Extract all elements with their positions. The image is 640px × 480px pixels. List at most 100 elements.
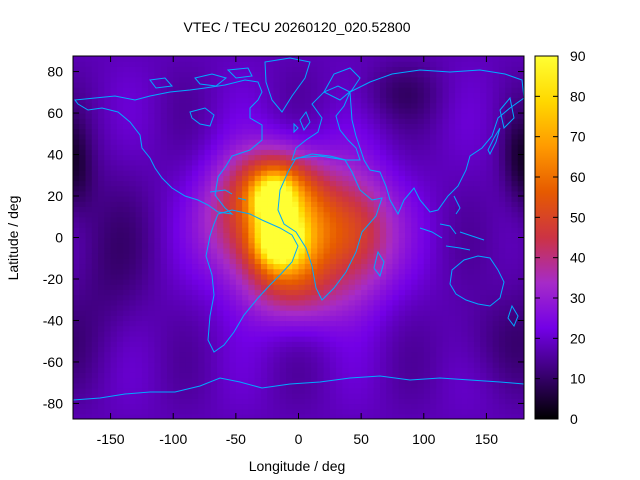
heatmap-cell	[123, 284, 130, 290]
heatmap-cell	[436, 138, 444, 145]
heatmap-cell	[185, 221, 193, 228]
heatmap-cell	[110, 175, 118, 182]
heatmap-cell	[354, 185, 362, 192]
heatmap-cell	[505, 71, 513, 78]
heatmap-cell	[154, 393, 162, 399]
heatmap-cell	[242, 237, 249, 244]
heatmap-cell	[73, 273, 80, 280]
heatmap-cell	[254, 263, 262, 270]
heatmap-cell	[141, 320, 149, 327]
heatmap-cell	[342, 341, 350, 347]
heatmap-cell	[198, 253, 206, 259]
heatmap-cell	[436, 81, 444, 88]
heatmap-cell	[442, 211, 450, 218]
heatmap-cell	[179, 268, 187, 275]
heatmap-cell	[185, 216, 193, 223]
heatmap-cell	[304, 247, 312, 254]
heatmap-cell	[279, 393, 287, 399]
heatmap-cell	[323, 330, 331, 337]
heatmap-cell	[467, 253, 475, 259]
heatmap-cell	[473, 154, 481, 161]
heatmap-cell	[148, 341, 156, 347]
heatmap-cell	[386, 382, 394, 389]
heatmap-cell	[148, 315, 156, 322]
heatmap-cell	[342, 413, 350, 419]
heatmap-cell	[260, 81, 268, 88]
heatmap-cell	[173, 372, 181, 379]
heatmap-cell	[141, 403, 149, 410]
heatmap-cell	[123, 356, 130, 363]
heatmap-cell	[511, 263, 519, 270]
heatmap-cell	[442, 237, 450, 244]
heatmap-cell	[379, 278, 387, 285]
heatmap-cell	[342, 211, 350, 218]
heatmap-cell	[104, 227, 112, 233]
heatmap-cell	[486, 118, 494, 125]
heatmap-cell	[110, 159, 118, 166]
heatmap-cell	[267, 164, 275, 171]
heatmap-cell	[411, 201, 419, 207]
heatmap-cell	[204, 66, 212, 73]
heatmap-cell	[141, 71, 149, 78]
heatmap-cell	[292, 164, 300, 171]
heatmap-cell	[173, 221, 181, 228]
heatmap-cell	[480, 149, 488, 156]
heatmap-cell	[430, 71, 437, 78]
heatmap-cell	[110, 227, 118, 233]
heatmap-cell	[154, 138, 162, 145]
heatmap-cell	[498, 211, 506, 218]
heatmap-cell	[141, 113, 149, 119]
heatmap-cell	[179, 180, 187, 187]
heatmap-cell	[486, 237, 494, 244]
heatmap-cell	[379, 190, 387, 197]
heatmap-cell	[404, 190, 412, 197]
heatmap-cell	[217, 278, 224, 285]
heatmap-cell	[148, 154, 156, 161]
heatmap-cell	[392, 107, 400, 114]
heatmap-cell	[486, 361, 494, 368]
heatmap-cell	[511, 211, 519, 218]
heatmap-cell	[110, 408, 118, 415]
heatmap-cell	[317, 159, 325, 166]
heatmap-cell	[129, 289, 137, 296]
heatmap-cell	[348, 196, 356, 202]
heatmap-cell	[166, 310, 174, 316]
heatmap-cell	[267, 97, 275, 104]
heatmap-cell	[430, 304, 437, 311]
heatmap-cell	[348, 227, 356, 233]
heatmap-cell	[242, 185, 249, 192]
heatmap-cell	[379, 102, 387, 109]
heatmap-cell	[254, 299, 262, 306]
heatmap-cell	[298, 325, 306, 332]
heatmap-cell	[129, 315, 137, 322]
heatmap-cell	[517, 403, 524, 410]
heatmap-cell	[511, 268, 519, 275]
heatmap-cell	[135, 346, 143, 353]
heatmap-cell	[248, 330, 256, 337]
heatmap-cell	[116, 325, 124, 332]
heatmap-cell	[511, 247, 519, 254]
heatmap-cell	[461, 154, 469, 161]
heatmap-cell	[91, 325, 99, 332]
heatmap-cell	[517, 336, 524, 342]
heatmap-cell	[129, 346, 137, 353]
heatmap-cell	[160, 102, 168, 109]
heatmap-cell	[198, 377, 206, 384]
heatmap-cell	[285, 356, 293, 363]
heatmap-cell	[73, 113, 80, 119]
heatmap-cell	[486, 175, 494, 182]
heatmap-cell	[323, 387, 331, 394]
heatmap-cell	[98, 71, 105, 78]
heatmap-cell	[392, 320, 400, 327]
heatmap-cell	[311, 128, 318, 135]
heatmap-cell	[473, 325, 481, 332]
heatmap-cell	[91, 377, 99, 384]
heatmap-cell	[492, 273, 500, 280]
heatmap-cell	[304, 76, 312, 83]
heatmap-cell	[311, 216, 318, 223]
heatmap-cell	[298, 289, 306, 296]
heatmap-cell	[235, 107, 243, 114]
heatmap-cell	[267, 102, 275, 109]
heatmap-cell	[154, 185, 162, 192]
heatmap-cell	[79, 304, 87, 311]
